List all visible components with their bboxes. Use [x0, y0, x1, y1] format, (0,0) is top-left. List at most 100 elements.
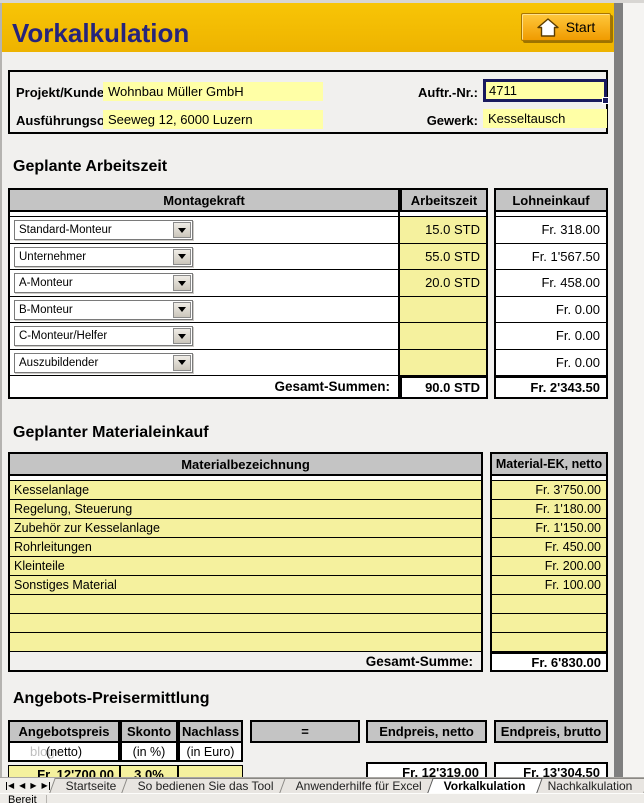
chevron-down-icon: [178, 360, 186, 365]
section-heading-arbeitszeit: Geplante Arbeitszeit: [13, 158, 168, 175]
material-ek-cell[interactable]: Fr. 1'180.00: [490, 500, 608, 519]
col-header-lohneinkauf: Lohneinkauf: [494, 188, 608, 212]
total-material-ek: Fr. 6'830.00: [490, 652, 608, 672]
tab-so-bedienen-sie-das-tool[interactable]: So bedienen Sie das Tool: [121, 778, 291, 793]
total-arbeitszeit: 90.0 STD: [400, 376, 488, 399]
tab-vorkalkulation[interactable]: Vorkalkulation: [427, 778, 543, 793]
chevron-down-icon: [178, 280, 186, 286]
tab-nachkalkulation[interactable]: Nachkalkulation: [531, 778, 644, 793]
arbeitszeit-cell[interactable]: 55.0 STD: [400, 243, 488, 270]
dropdown-button[interactable]: [173, 248, 191, 265]
label-auftr-nr: Auftr.-Nr.:: [418, 85, 478, 100]
table-row: [8, 633, 608, 652]
total-label: Gesamt-Summen:: [8, 376, 400, 399]
tab-anwenderhilfe-fuer-excel[interactable]: Anwenderhilfe für Excel: [279, 778, 440, 793]
montagekraft-dropdown[interactable]: Standard-Monteur: [14, 220, 193, 240]
gewerk-field[interactable]: Kesseltausch: [483, 109, 607, 128]
col-header-montagekraft: Montagekraft: [8, 188, 400, 212]
dropdown-value: Unternehmer: [19, 250, 87, 263]
arbeitszeit-cell[interactable]: [400, 296, 488, 323]
window-frame-left: [0, 3, 2, 777]
material-name-cell[interactable]: Kesselanlage: [8, 481, 483, 500]
tab-startseite[interactable]: Startseite: [48, 778, 134, 793]
lohneinkauf-cell: Fr. 0.00: [494, 349, 608, 376]
table-row: Zubehör zur Kesselanlage Fr. 1'150.00: [8, 519, 608, 538]
montagekraft-dropdown[interactable]: Auszubildender: [14, 352, 193, 373]
col-header-arbeitszeit: Arbeitszeit: [400, 188, 488, 212]
col-header-materialbezeichnung: Materialbezeichnung: [8, 452, 483, 476]
material-ek-cell[interactable]: Fr. 450.00: [490, 538, 608, 557]
arbeitszeit-table: Standard-Monteur 15.0 STD Fr. 318.00 Unt…: [8, 212, 608, 399]
material-ek-cell[interactable]: Fr. 1'150.00: [490, 519, 608, 538]
status-divider: [46, 795, 47, 803]
table-gap-row: [8, 212, 608, 217]
montagekraft-dropdown[interactable]: C-Monteur/Helfer: [14, 326, 193, 346]
montagekraft-dropdown[interactable]: A-Monteur: [14, 273, 193, 293]
subheader-in-euro: (in Euro): [178, 743, 243, 762]
arbeitszeit-cell[interactable]: [400, 323, 488, 350]
dropdown-value: C-Monteur/Helfer: [19, 330, 108, 342]
material-name-cell[interactable]: [8, 633, 483, 652]
dropdown-button[interactable]: [173, 328, 191, 344]
lohneinkauf-cell: Fr. 458.00: [494, 270, 608, 297]
table-row: [8, 595, 608, 614]
ausfuehrungsort-field[interactable]: Seeweg 12, 6000 Luzern: [103, 110, 323, 129]
material-ek-cell[interactable]: Fr. 100.00: [490, 576, 608, 595]
material-ek-cell[interactable]: [490, 595, 608, 614]
first-sheet-icon[interactable]: ◀: [6, 780, 15, 790]
lohneinkauf-cell: Fr. 0.00: [494, 323, 608, 350]
next-sheet-icon[interactable]: ▶: [30, 780, 37, 790]
projekt-kunde-field[interactable]: Wohnbau Müller GmbH: [103, 82, 323, 101]
start-button-label: Start: [565, 19, 596, 35]
material-total-row: Gesamt-Summe: Fr. 6'830.00: [8, 652, 608, 672]
col-header-endpreis-brutto: Endpreis, brutto: [494, 720, 608, 743]
page-edge-shadow: [614, 3, 623, 777]
material-ek-cell[interactable]: Fr. 3'750.00: [490, 481, 608, 500]
total-label: Gesamt-Summe:: [8, 652, 483, 672]
material-name-cell[interactable]: Rohrleitungen: [8, 538, 483, 557]
material-name-cell[interactable]: Sonstiges Material: [8, 576, 483, 595]
dropdown-button[interactable]: [173, 275, 191, 291]
subheader-netto: (netto): [8, 743, 120, 762]
start-button[interactable]: Start: [521, 13, 611, 41]
material-ek-cell[interactable]: [490, 614, 608, 633]
table-row: C-Monteur/Helfer Fr. 0.00: [8, 323, 608, 350]
col-header-material-ek: Material-EK, netto: [490, 452, 608, 476]
last-sheet-icon[interactable]: ▶: [41, 780, 50, 790]
material-ek-cell[interactable]: [490, 633, 608, 652]
prev-sheet-icon[interactable]: ◀: [19, 780, 26, 790]
material-name-cell[interactable]: Kleinteile: [8, 557, 483, 576]
arbeitszeit-cell[interactable]: 20.0 STD: [400, 270, 488, 297]
label-ausfuehrungsort: Ausführungsort:: [16, 113, 119, 128]
arbeitszeit-cell[interactable]: 15.0 STD: [400, 217, 488, 244]
table-row: Rohrleitungen Fr. 450.00: [8, 538, 608, 557]
montagekraft-dropdown[interactable]: B-Monteur: [14, 299, 193, 320]
dropdown-button[interactable]: [173, 301, 191, 318]
col-header-nachlass: Nachlass: [178, 720, 243, 743]
col-header-skonto: Skonto: [120, 720, 178, 743]
dropdown-value: A-Monteur: [19, 277, 73, 289]
window-frame-top: [0, 0, 644, 3]
table-row: [8, 614, 608, 633]
dropdown-button[interactable]: [173, 354, 191, 371]
material-name-cell[interactable]: Regelung, Steuerung: [8, 500, 483, 519]
table-row: Sonstiges Material Fr. 100.00: [8, 576, 608, 595]
total-lohneinkauf: Fr. 2'343.50: [494, 376, 608, 399]
material-ek-cell[interactable]: Fr. 200.00: [490, 557, 608, 576]
material-name-cell[interactable]: [8, 614, 483, 633]
table-row: Kesselanlage Fr. 3'750.00: [8, 481, 608, 500]
label-gewerk: Gewerk:: [426, 113, 478, 128]
arbeitszeit-cell[interactable]: [400, 349, 488, 376]
label-projekt-kunde: Projekt/Kunde:: [16, 85, 109, 100]
sheet-nav: ◀ ◀ ▶ ▶: [0, 778, 56, 793]
lohneinkauf-cell: Fr. 318.00: [494, 217, 608, 244]
table-row: Regelung, Steuerung Fr. 1'180.00: [8, 500, 608, 519]
material-name-cell[interactable]: [8, 595, 483, 614]
dropdown-value: Auszubildender: [19, 356, 99, 369]
dropdown-button[interactable]: [173, 222, 191, 238]
auftr-nr-field-selected[interactable]: 4711: [483, 79, 609, 104]
material-name-cell[interactable]: Zubehör zur Kesselanlage: [8, 519, 483, 538]
col-header-endpreis-netto: Endpreis, netto: [366, 720, 487, 743]
table-row: Unternehmer 55.0 STD Fr. 1'567.50: [8, 243, 608, 270]
montagekraft-dropdown[interactable]: Unternehmer: [14, 246, 193, 267]
